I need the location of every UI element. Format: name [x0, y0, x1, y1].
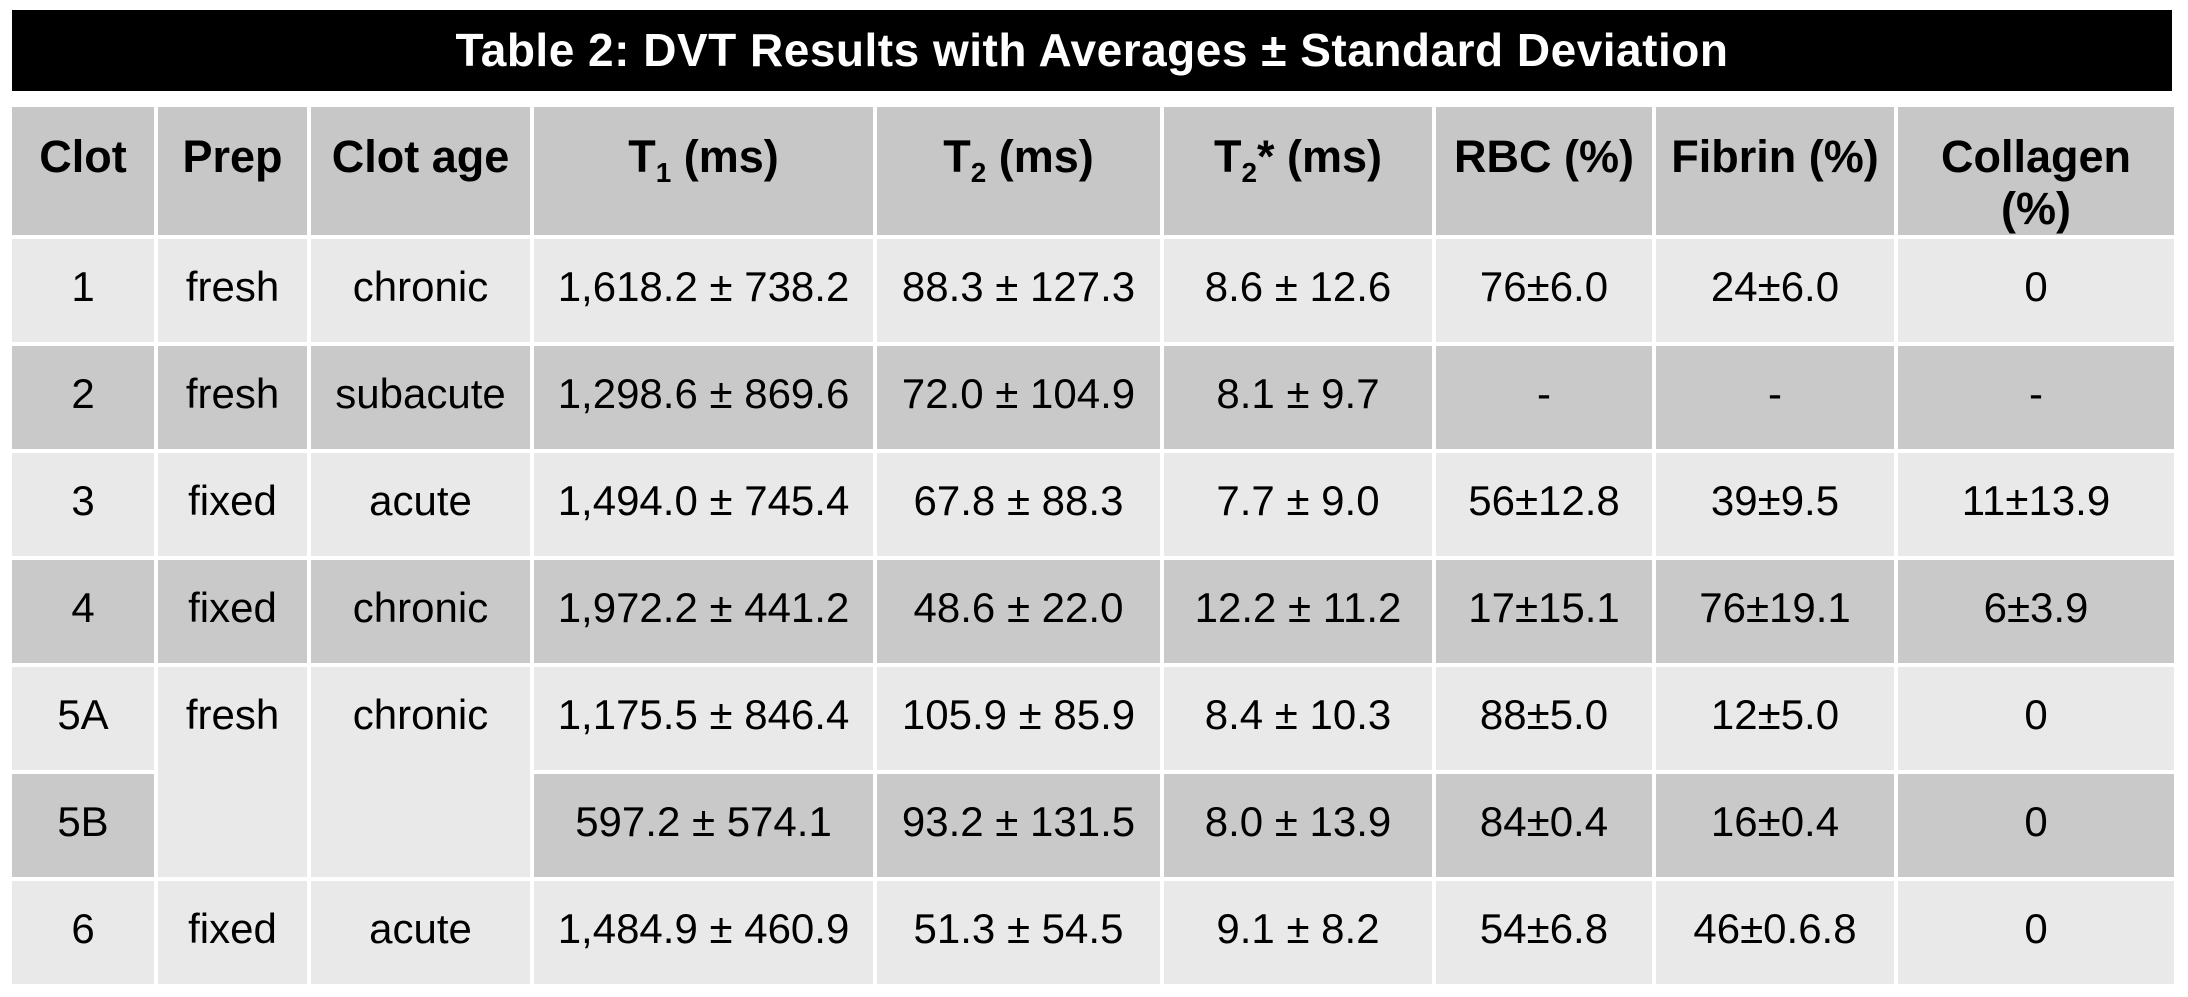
cell-rbc: -: [1436, 346, 1652, 449]
cell-t1: 1,618.2 ± 738.2: [534, 239, 873, 342]
dvt-results-table: Clot Prep Clot age T1 (ms) T2 (ms) T2* (…: [8, 103, 2178, 988]
cell-clot: 1: [12, 239, 154, 342]
cell-t2star: 8.0 ± 13.9: [1164, 774, 1432, 877]
cell-prep: fixed: [158, 453, 307, 556]
cell-rbc: 54±6.8: [1436, 881, 1652, 984]
cell-collagen: -: [1898, 346, 2174, 449]
cell-collagen: 0: [1898, 239, 2174, 342]
cell-clot-age-merged: chronic: [311, 667, 530, 877]
col-header-t1: T1 (ms): [534, 107, 873, 235]
cell-t1: 1,175.5 ± 846.4: [534, 667, 873, 770]
cell-t1: 1,972.2 ± 441.2: [534, 560, 873, 663]
cell-clot-age: subacute: [311, 346, 530, 449]
cell-fibrin: 39±9.5: [1656, 453, 1894, 556]
cell-clot: 3: [12, 453, 154, 556]
cell-fibrin: 24±6.0: [1656, 239, 1894, 342]
table-row: 5A fresh chronic 1,175.5 ± 846.4 105.9 ±…: [12, 667, 2174, 877]
cell-fibrin: 12±5.0: [1656, 667, 1894, 770]
cell-t2: 88.3 ± 127.3: [877, 239, 1160, 342]
cell-clot: 2: [12, 346, 154, 449]
t2star-subscript: 2: [1241, 157, 1257, 188]
t2-base-label: T: [943, 131, 971, 182]
col-header-t2star: T2* (ms): [1164, 107, 1432, 235]
t1-base-label: T: [628, 131, 656, 182]
col-header-clot-age: Clot age: [311, 107, 530, 235]
col-header-prep: Prep: [158, 107, 307, 235]
cell-collagen: 0: [1898, 881, 2174, 984]
table-row: 5B 597.2 ± 574.1 93.2 ± 131.5 8.0 ± 13.9…: [12, 774, 2174, 877]
cell-t2: 48.6 ± 22.0: [877, 560, 1160, 663]
cell-clot-age: acute: [311, 881, 530, 984]
cell-rbc: 17±15.1: [1436, 560, 1652, 663]
table-row: 4 fixed chronic 1,972.2 ± 441.2 48.6 ± 2…: [12, 560, 2174, 663]
cell-t2: 72.0 ± 104.9: [877, 346, 1160, 449]
cell-rbc: 56±12.8: [1436, 453, 1652, 556]
cell-clot: 4: [12, 560, 154, 663]
header-row: Clot Prep Clot age T1 (ms) T2 (ms) T2* (…: [12, 107, 2174, 235]
cell-fibrin: 16±0.4: [1656, 774, 1894, 877]
cell-clot: 5B: [12, 774, 154, 877]
cell-t2star: 8.1 ± 9.7: [1164, 346, 1432, 449]
cell-t2star: 12.2 ± 11.2: [1164, 560, 1432, 663]
cell-t1: 1,494.0 ± 745.4: [534, 453, 873, 556]
t2star-unit-label: * (ms): [1256, 131, 1383, 182]
cell-collagen: 0: [1898, 667, 2174, 770]
t1-unit-label: (ms): [671, 131, 779, 182]
cell-collagen: 11±13.9: [1898, 453, 2174, 556]
cell-t2: 67.8 ± 88.3: [877, 453, 1160, 556]
table-title-bar: Table 2: DVT Results with Averages ± Sta…: [12, 10, 2172, 91]
cell-t1: 1,484.9 ± 460.9: [534, 881, 873, 984]
t1-subscript: 1: [655, 157, 672, 188]
col-header-fibrin: Fibrin (%): [1656, 107, 1894, 235]
table-row: 3 fixed acute 1,494.0 ± 745.4 67.8 ± 88.…: [12, 453, 2174, 556]
cell-fibrin: 76±19.1: [1656, 560, 1894, 663]
table-row: 2 fresh subacute 1,298.6 ± 869.6 72.0 ± …: [12, 346, 2174, 449]
cell-prep-merged: fresh: [158, 667, 307, 877]
cell-t2: 93.2 ± 131.5: [877, 774, 1160, 877]
cell-prep: fresh: [158, 239, 307, 342]
cell-fibrin: 46±0.6.8: [1656, 881, 1894, 984]
cell-clot: 6: [12, 881, 154, 984]
cell-t1: 1,298.6 ± 869.6: [534, 346, 873, 449]
cell-rbc: 88±5.0: [1436, 667, 1652, 770]
t2-unit-label: (ms): [986, 131, 1094, 182]
cell-clot: 5A: [12, 667, 154, 770]
cell-t2star: 8.6 ± 12.6: [1164, 239, 1432, 342]
cell-clot-age: chronic: [311, 239, 530, 342]
cell-t2star: 8.4 ± 10.3: [1164, 667, 1432, 770]
col-header-collagen: Collagen (%): [1898, 107, 2174, 235]
cell-prep: fresh: [158, 346, 307, 449]
cell-clot-age: chronic: [311, 560, 530, 663]
cell-collagen: 6±3.9: [1898, 560, 2174, 663]
table-row: 1 fresh chronic 1,618.2 ± 738.2 88.3 ± 1…: [12, 239, 2174, 342]
cell-prep: fixed: [158, 560, 307, 663]
t2star-base-label: T: [1213, 131, 1242, 182]
cell-prep: fixed: [158, 881, 307, 984]
cell-rbc: 84±0.4: [1436, 774, 1652, 877]
cell-fibrin: -: [1656, 346, 1894, 449]
cell-t2star: 7.7 ± 9.0: [1164, 453, 1432, 556]
table-row: 6 fixed acute 1,484.9 ± 460.9 51.3 ± 54.…: [12, 881, 2174, 984]
col-header-clot: Clot: [12, 107, 154, 235]
cell-t1: 597.2 ± 574.1: [534, 774, 873, 877]
cell-t2: 51.3 ± 54.5: [877, 881, 1160, 984]
t2-subscript: 2: [970, 157, 987, 188]
cell-collagen: 0: [1898, 774, 2174, 877]
cell-rbc: 76±6.0: [1436, 239, 1652, 342]
cell-clot-age: acute: [311, 453, 530, 556]
col-header-rbc: RBC (%): [1436, 107, 1652, 235]
cell-t2: 105.9 ± 85.9: [877, 667, 1160, 770]
col-header-t2: T2 (ms): [877, 107, 1160, 235]
cell-t2star: 9.1 ± 8.2: [1164, 881, 1432, 984]
